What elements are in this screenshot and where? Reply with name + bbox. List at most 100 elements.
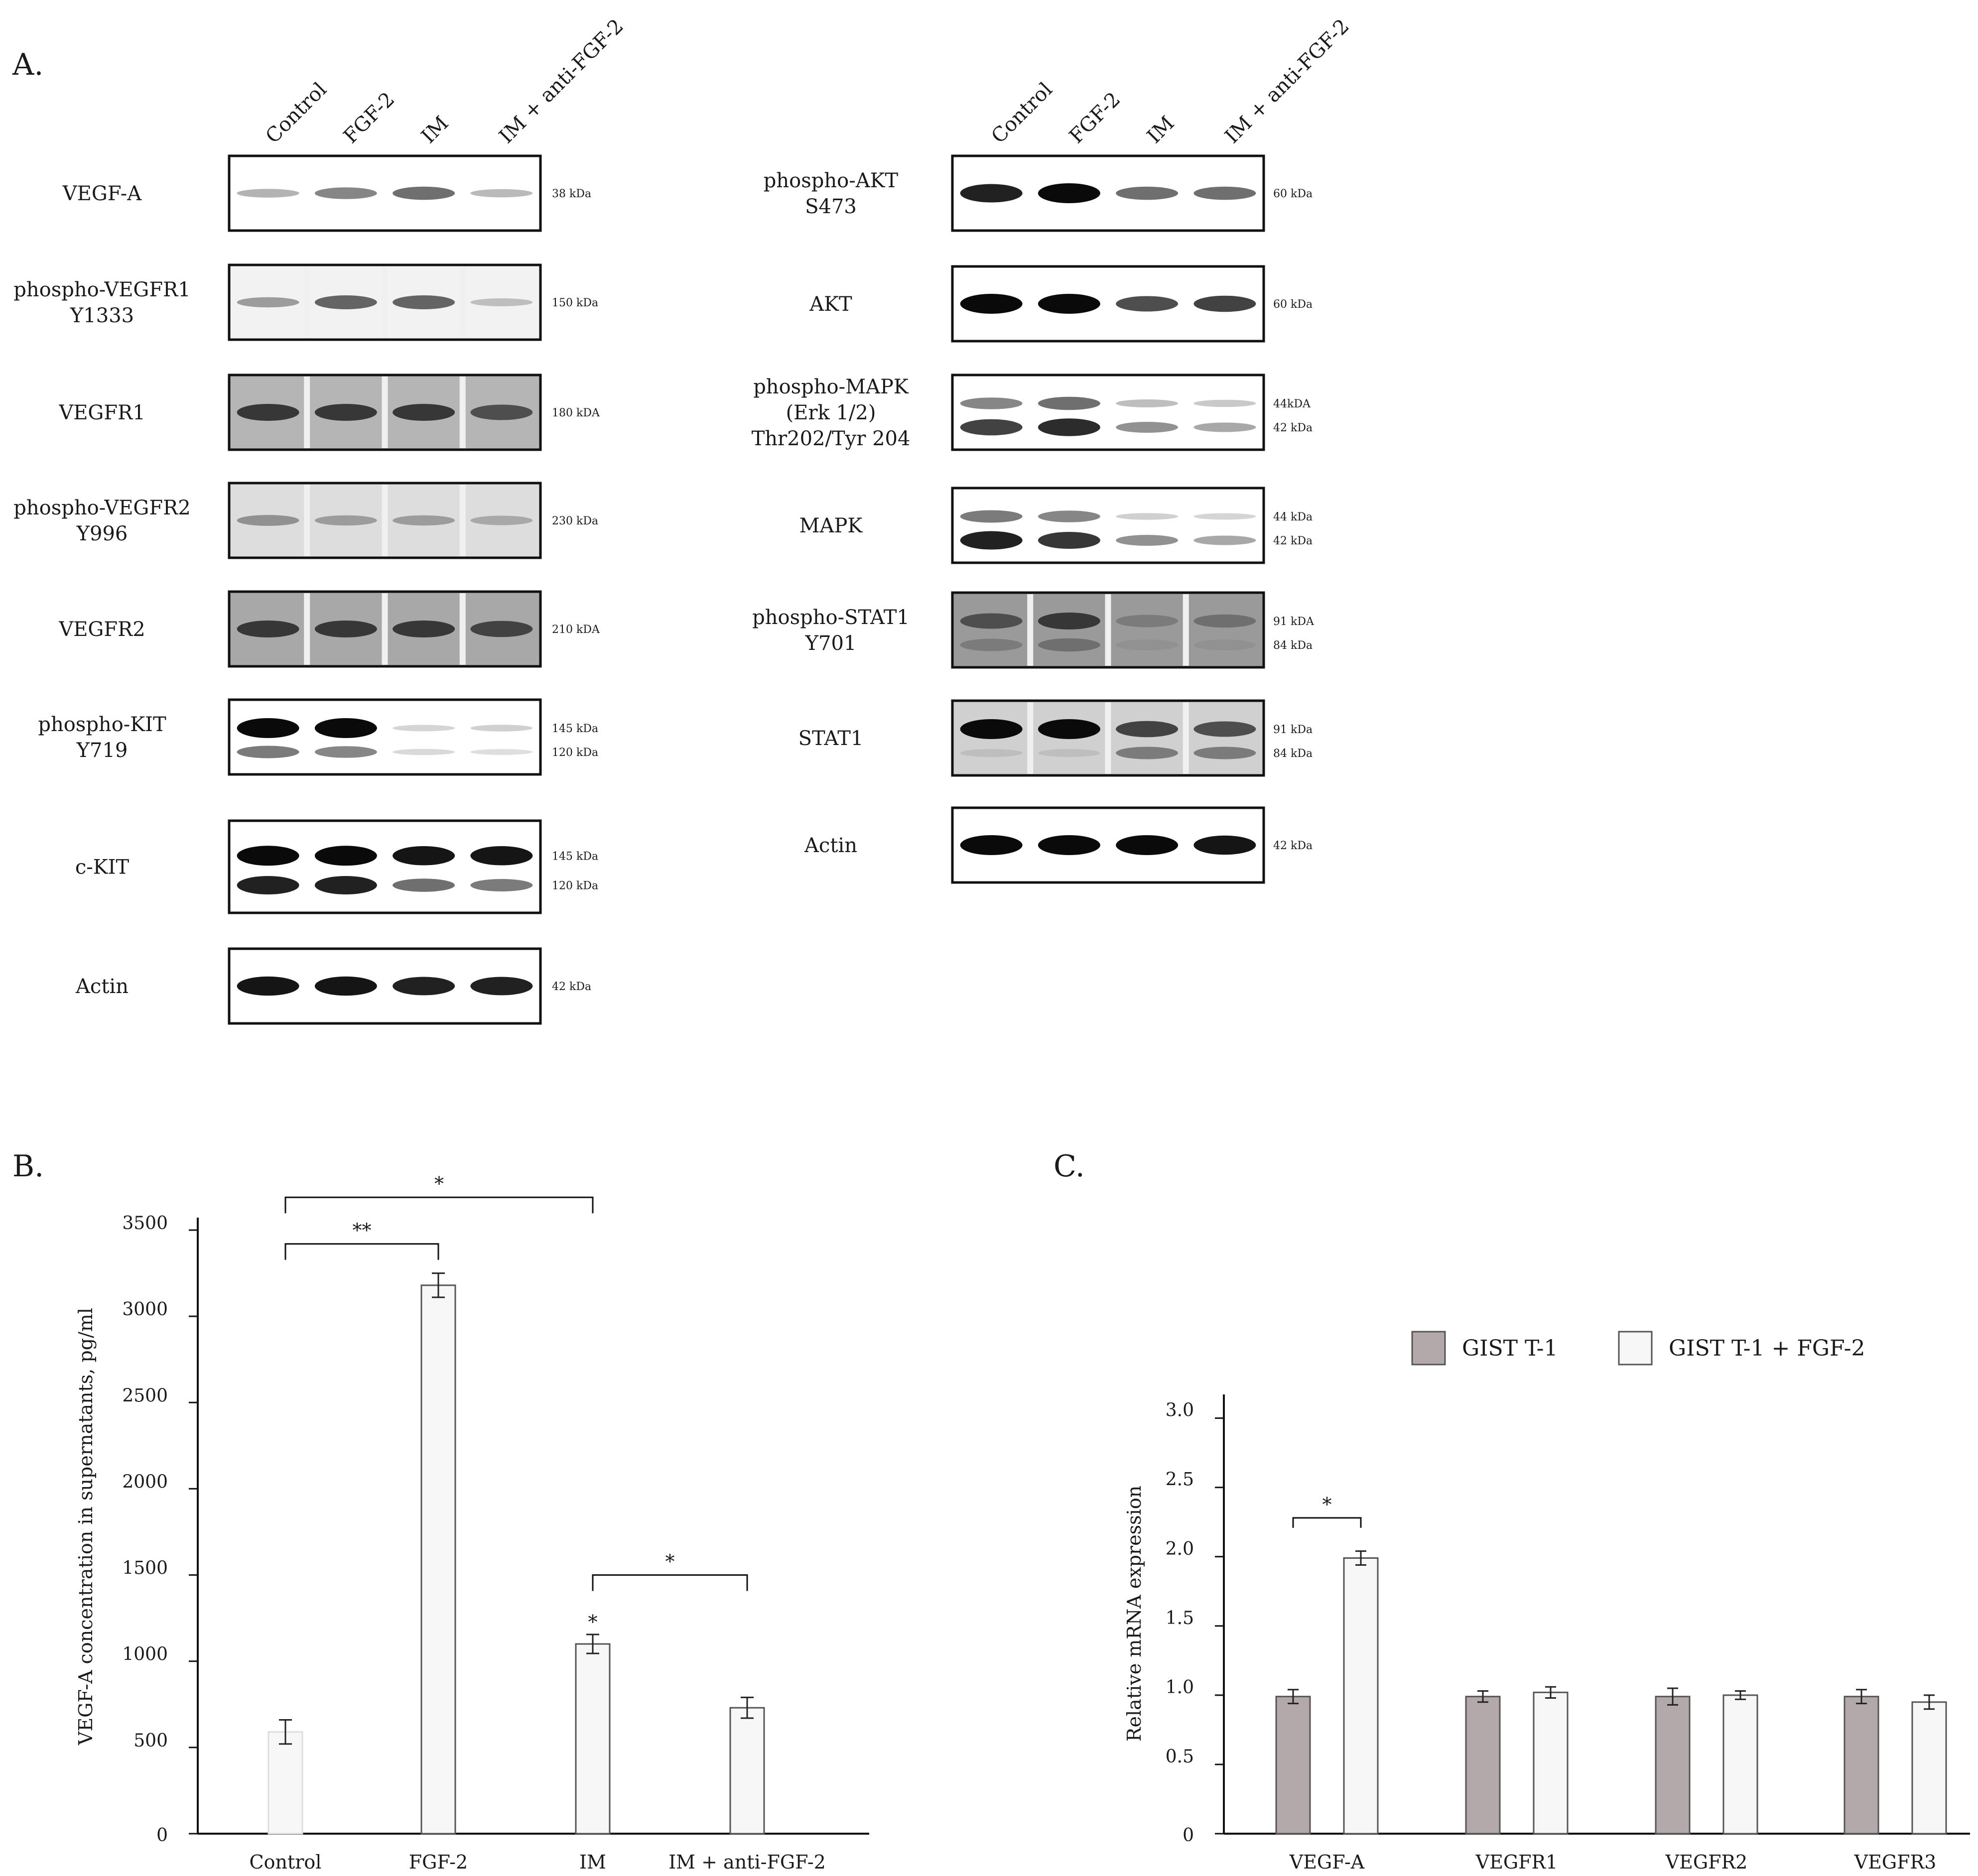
b-y-tick-label: 2500	[122, 1385, 168, 1406]
c-bar	[1655, 1696, 1691, 1835]
right-lane-gap	[1183, 702, 1189, 774]
right-kda-label: 91 kDA	[1273, 616, 1315, 628]
left-blot-label: phospho-VEGFR2	[13, 497, 190, 519]
right-band	[1193, 721, 1256, 737]
left-band	[314, 876, 377, 894]
right-lane-label: IM + anti-FGF-2	[1220, 15, 1354, 148]
left-band	[237, 718, 299, 738]
panel-c-letter: C.	[1054, 1149, 1085, 1184]
right-band	[1193, 639, 1256, 650]
left-band	[393, 621, 455, 637]
right-band	[960, 719, 1023, 739]
right-band	[960, 613, 1023, 629]
c-legend-label: GIST T-1 + FGF-2	[1669, 1336, 1865, 1361]
right-band	[1116, 422, 1179, 433]
c-bar	[1722, 1694, 1758, 1835]
left-band	[470, 725, 533, 732]
left-band	[314, 746, 377, 758]
right-band	[1038, 749, 1100, 757]
left-lane-gap	[304, 376, 310, 448]
b-bar	[729, 1707, 765, 1835]
b-y-tick-label: 0	[156, 1825, 168, 1846]
left-kda-label: 42 kDa	[552, 981, 591, 993]
b-y-axis-title: VEGF-A concentration in supernatants, pg…	[75, 1308, 97, 1746]
c-bar	[1844, 1696, 1879, 1835]
left-kda-label: 210 kDA	[552, 624, 600, 636]
right-band	[1116, 399, 1179, 407]
left-blot-label: Y996	[76, 522, 128, 545]
b-bar	[420, 1284, 456, 1835]
b-y-tick-label: 3500	[122, 1213, 168, 1234]
left-kda-label: 38 kDa	[552, 188, 591, 200]
left-band	[393, 515, 455, 526]
left-band	[393, 725, 455, 732]
left-band	[314, 621, 377, 637]
left-lane-gap	[459, 376, 466, 448]
left-lane-gap	[382, 593, 388, 665]
b-y-tick-label: 3000	[122, 1299, 168, 1320]
left-lane-gap	[304, 593, 310, 665]
c-legend-swatch	[1411, 1331, 1446, 1366]
right-band	[1038, 835, 1100, 855]
left-band	[470, 515, 533, 525]
right-blot-label: phospho-MAPK	[753, 375, 909, 398]
right-kda-label: 44kDA	[1273, 398, 1311, 410]
right-band	[960, 184, 1023, 203]
right-lane-gap	[1105, 594, 1111, 666]
right-band	[1038, 719, 1100, 739]
right-blot-label: Actin	[804, 834, 857, 857]
left-band	[237, 404, 299, 421]
right-band	[960, 510, 1023, 523]
b-significance-bracket	[284, 1243, 439, 1260]
b-y-tick-label: 1000	[122, 1644, 168, 1665]
right-band	[1116, 296, 1179, 312]
left-blot-label: VEGFR2	[58, 618, 145, 641]
left-lane-gap	[304, 266, 310, 338]
left-band	[237, 297, 299, 308]
right-blot-label: STAT1	[798, 727, 864, 750]
right-band	[1116, 615, 1179, 627]
right-blot-frame	[951, 487, 1265, 564]
right-blot-label: phospho-STAT1	[752, 606, 910, 629]
panel-b-letter: B.	[12, 1149, 44, 1184]
c-category-label: VEGFR1	[1475, 1851, 1558, 1873]
left-blot-label: phospho-KIT	[38, 713, 166, 736]
b-y-tick-label: 500	[133, 1731, 168, 1751]
right-band	[1038, 396, 1100, 410]
left-band	[237, 515, 299, 526]
left-band	[314, 718, 377, 738]
right-band	[1193, 513, 1256, 520]
right-band	[1038, 510, 1100, 522]
right-blot-label: S473	[805, 195, 857, 218]
right-band	[1193, 186, 1256, 200]
c-y-tick-label: 1.5	[1166, 1608, 1194, 1628]
b-significance-mark: **	[353, 1220, 372, 1242]
c-category-label: VEGF-A	[1289, 1851, 1365, 1873]
left-band	[237, 621, 299, 637]
right-lane-gap	[1183, 594, 1189, 666]
right-blot-label: AKT	[809, 293, 852, 316]
b-category-label: FGF-2	[409, 1851, 468, 1873]
left-lane-label: IM + anti-FGF-2	[495, 15, 628, 148]
right-band	[1116, 186, 1179, 200]
b-category-label: IM	[579, 1851, 606, 1873]
left-band	[470, 879, 533, 891]
left-band	[237, 746, 299, 758]
left-blot-label: Y1333	[70, 304, 134, 327]
left-band	[237, 846, 299, 866]
right-band	[1038, 418, 1100, 436]
left-band	[393, 404, 455, 421]
left-band	[393, 186, 455, 200]
panel-b-elisa-chart: 0 500 1000 1500 2000 2500 3000 3500 VEGF-A conce…	[75, 1173, 869, 1873]
left-band	[314, 295, 377, 309]
left-kda-label: 180 kDA	[552, 407, 600, 419]
right-band	[1116, 639, 1179, 650]
b-y-tick-label: 1500	[122, 1558, 168, 1579]
right-band	[1116, 535, 1179, 546]
c-y-axis-title: Relative mRNA expression	[1123, 1486, 1145, 1742]
right-lane-label: Control	[987, 78, 1057, 148]
left-lane-gap	[382, 485, 388, 556]
right-kda-label: 84 kDa	[1273, 748, 1313, 760]
right-band	[1193, 747, 1256, 759]
